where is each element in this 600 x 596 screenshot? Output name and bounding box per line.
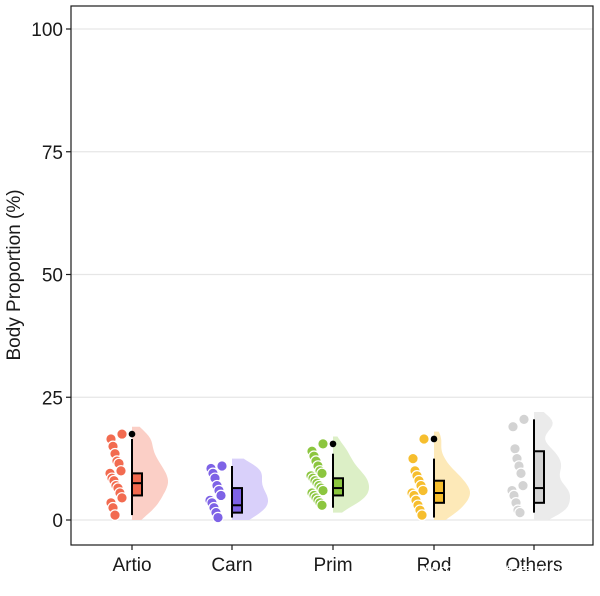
- data-point: [109, 509, 121, 521]
- data-point: [515, 467, 527, 480]
- series-carn: [204, 458, 268, 524]
- y-tick-label: 100: [31, 20, 63, 41]
- outlier-point: [128, 430, 136, 438]
- data-point: [316, 467, 328, 480]
- data-point: [418, 433, 430, 445]
- x-tick-label: Artio: [112, 555, 151, 576]
- outlier-point: [329, 440, 337, 448]
- series-rod: [406, 431, 470, 521]
- data-point: [215, 489, 227, 502]
- data-point: [116, 492, 128, 504]
- box: [231, 487, 243, 514]
- y-tick-label: 50: [42, 266, 63, 287]
- y-tick-label: 0: [52, 511, 63, 532]
- series-prim: [305, 436, 369, 513]
- data-point: [416, 509, 428, 521]
- data-point: [317, 438, 329, 450]
- y-tick-label: 75: [42, 143, 63, 164]
- watermark: 知乎 @牧羊的男孩儿: [424, 564, 564, 582]
- x-tick-label: Rod: [417, 555, 452, 576]
- data-point: [216, 460, 228, 472]
- data-point: [115, 465, 127, 477]
- box: [533, 450, 545, 504]
- data-point: [212, 511, 224, 524]
- series-others: [506, 411, 570, 520]
- y-axis-title: Body Proportion (%): [4, 189, 25, 360]
- plot-border: [70, 5, 594, 546]
- x-tick-label: Carn: [211, 555, 252, 576]
- axes: 0 25 50 75 100 Artio Carn Prim Rod Others: [31, 20, 562, 576]
- violin-artio: [132, 426, 168, 520]
- x-tick-label: Prim: [313, 555, 352, 576]
- series-artio: [104, 426, 168, 521]
- data-point: [518, 413, 530, 426]
- data-point: [509, 443, 521, 455]
- data-point: [407, 452, 419, 465]
- data-point: [507, 420, 519, 433]
- grid-lines: [71, 28, 593, 521]
- chart-marks: [104, 411, 570, 524]
- data-point: [514, 506, 526, 519]
- box: [433, 479, 445, 504]
- data-point: [517, 479, 529, 492]
- data-point: [316, 499, 328, 512]
- data-point: [116, 428, 128, 440]
- outlier-point: [430, 435, 438, 443]
- box: [131, 472, 143, 497]
- y-tick-label: 25: [42, 388, 63, 409]
- data-point: [417, 484, 429, 497]
- x-tick-label: Others: [505, 555, 562, 576]
- box: [332, 477, 344, 497]
- data-point: [317, 484, 329, 497]
